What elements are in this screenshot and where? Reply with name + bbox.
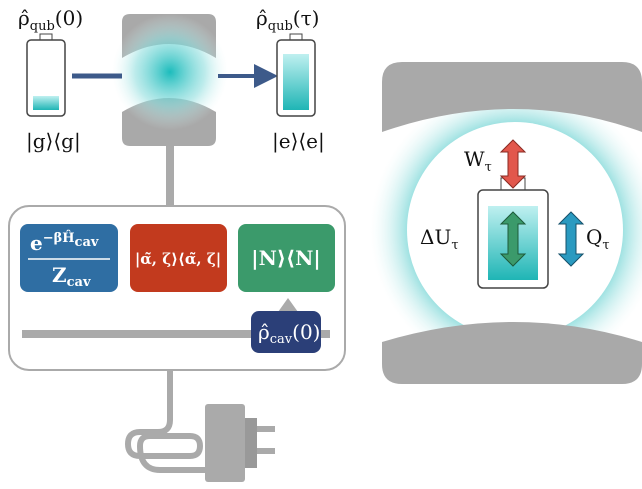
- selector-pointer: [278, 298, 298, 312]
- work-arrow: [499, 139, 527, 189]
- svg-text:e−βĤcav: e−βĤcav: [30, 230, 99, 255]
- label-part: ρ̂: [18, 6, 30, 30]
- label-part: Q: [586, 225, 602, 249]
- squeezed-state: |α̃, ζ⟩⟨α̃, ζ|: [135, 250, 221, 268]
- work-label: Wτ: [464, 147, 492, 175]
- battery-full: [276, 33, 316, 117]
- label-part: ρ̂: [258, 320, 270, 344]
- heat-label: Qτ: [586, 225, 610, 253]
- label-part: τ: [485, 160, 492, 175]
- svg-text:Zcav: Zcav: [52, 263, 91, 290]
- label-part: −βĤ: [43, 230, 75, 246]
- label-part: (τ): [293, 6, 320, 30]
- selected-state: ρ̂cav(0): [258, 320, 321, 347]
- fock-state: |N⟩⟨N|: [251, 246, 320, 270]
- label-part: ΔU: [420, 225, 451, 249]
- label-part: cav: [75, 235, 99, 250]
- qubit-initial-label: ρ̂qub(0): [18, 6, 83, 34]
- label-part: qub: [30, 19, 55, 34]
- internal-arrow: [499, 211, 527, 267]
- label-part: (0): [292, 320, 320, 344]
- selector-box: [251, 311, 321, 353]
- thermal-state: e−βĤcav Zcav: [28, 230, 110, 290]
- squeezed-box: [130, 224, 227, 292]
- label-part: Z: [52, 263, 67, 287]
- thermal-box: [20, 224, 118, 292]
- label-part: (0): [55, 6, 83, 30]
- label-part: e: [30, 231, 43, 255]
- label-part: τ: [602, 238, 609, 253]
- qubit-initial-state: |g⟩⟨g|: [26, 129, 81, 154]
- qubit-final-label: ρ̂qub(τ): [256, 6, 319, 34]
- heat-arrow: [557, 211, 585, 267]
- label-part: qub: [268, 19, 293, 34]
- cavity-small: [112, 14, 228, 146]
- label-part: cav: [67, 275, 91, 290]
- fock-box: [238, 224, 335, 292]
- battery-empty: [26, 33, 66, 117]
- qubit-final-state: |e⟩⟨e|: [272, 129, 325, 154]
- plug: [205, 404, 275, 482]
- internal-label: ΔUτ: [420, 225, 459, 253]
- label-part: cav: [270, 332, 293, 347]
- label-part: ρ̂: [256, 6, 268, 30]
- label-part: W: [464, 147, 485, 171]
- cable: [124, 370, 205, 473]
- label-part: τ: [451, 238, 458, 253]
